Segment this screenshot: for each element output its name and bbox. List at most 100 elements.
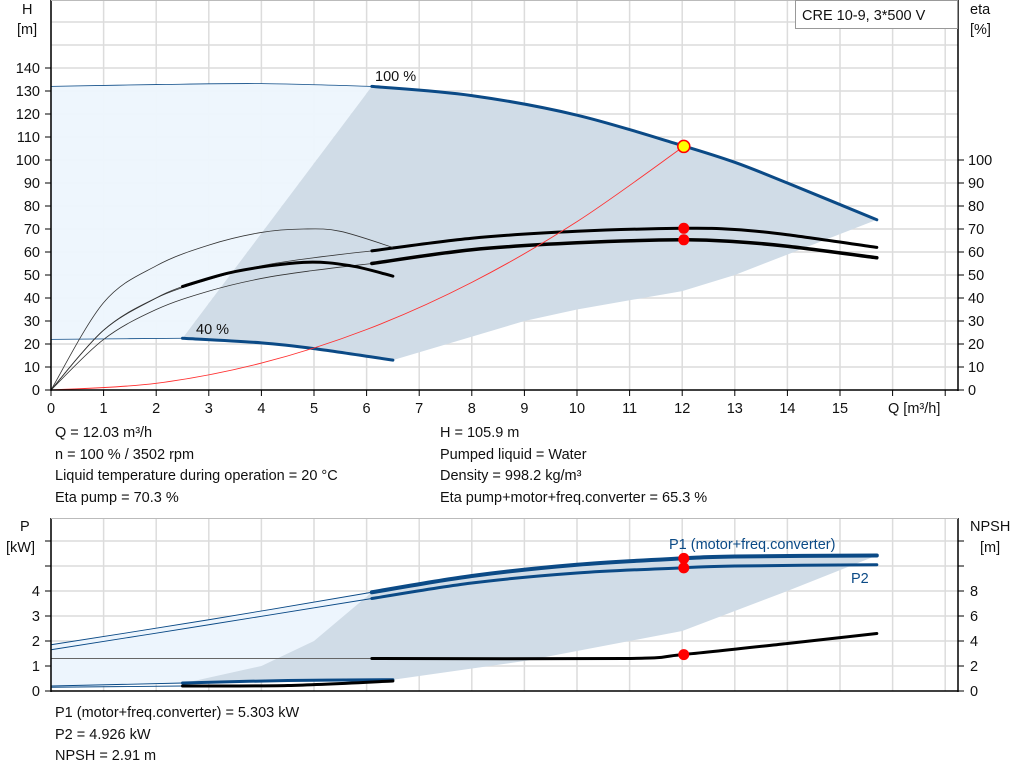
npsh-axis-label: NPSH: [970, 519, 1010, 535]
npsh-tick-label: 4: [970, 634, 978, 650]
npsh-curve: [370, 632, 879, 661]
p2-duty-marker: [678, 562, 690, 574]
eta-tick-label: 0: [968, 383, 976, 399]
h-axis-unit: [m]: [17, 22, 37, 38]
duty-point-markers: [677, 139, 691, 661]
eta_total-curve: [370, 238, 879, 266]
x-tick-label: 9: [520, 401, 528, 417]
q-axis-label: Q [m³/h]: [888, 401, 940, 417]
head_100-curve: [370, 84, 879, 222]
top-chart-curves: [50, 83, 879, 391]
p1_40-curve: [181, 678, 395, 685]
h-tick-label: 0: [32, 383, 40, 399]
bottom-chart-curves: [50, 553, 879, 688]
operating-range-region: [182, 86, 877, 361]
p1-duty-marker: [678, 552, 690, 564]
control-range-light-region: [51, 83, 372, 340]
h-tick-label: 60: [24, 245, 40, 261]
duty-point-marker: [677, 139, 691, 154]
npsh-tick-label: 8: [970, 584, 978, 600]
bottom-chart-axes: 0 1 2 3 4 0 2 4 6 8: [32, 518, 978, 700]
eta_pump_40-curve-thin: [50, 228, 394, 391]
eta_pump-curve: [370, 226, 879, 253]
eta-axis-label: eta: [970, 2, 991, 18]
p-tick-label: 2: [32, 634, 40, 650]
head_40-curve-thin: [50, 337, 183, 340]
x-tick-label: 15: [832, 401, 848, 417]
eta-pump-duty-marker: [678, 222, 690, 234]
eta-tick-label: 10: [968, 360, 984, 376]
top-chart-regions: [51, 83, 877, 361]
p-tick-label: 0: [32, 684, 40, 700]
h-tick-label: 130: [16, 84, 40, 100]
eta_total_40-curve-thin: [50, 286, 183, 391]
x-tick-label: 13: [727, 401, 743, 417]
info-temperature: Liquid temperature during operation = 20…: [55, 468, 338, 484]
p1-curve-label: P1 (motor+freq.converter): [669, 537, 835, 553]
p2-curve: [370, 563, 879, 600]
eta-tick-label: 50: [968, 268, 984, 284]
x-tick-label: 5: [310, 401, 318, 417]
info-liquid: Pumped liquid = Water: [440, 446, 587, 463]
x-tick-label: 12: [674, 401, 690, 417]
p-axis-label: P: [20, 519, 30, 535]
info-npsh: NPSH = 2.91 m: [55, 748, 157, 764]
eta-tick-label: 80: [968, 199, 984, 215]
npsh-tick-label: 6: [970, 609, 978, 625]
p2_40-curve: [181, 679, 395, 688]
h-tick-label: 120: [16, 107, 40, 123]
eta_total-curve-thin: [50, 263, 372, 391]
npsh-axis-unit: [m]: [980, 540, 1000, 556]
info-p2: P2 = 4.926 kW: [55, 726, 151, 743]
info-p1: P1 (motor+freq.converter) = 5.303 kW: [55, 705, 300, 721]
info-flow: Q = 12.03 m³/h: [55, 425, 153, 441]
top-chart-axes: 0 1 2 3 4 5 6 7 8 9 10 11 12 13 14 15010203040506070809…: [16, 0, 992, 417]
h-tick-label: 100: [16, 153, 40, 169]
h-tick-label: 90: [24, 176, 40, 192]
h-tick-label: 30: [24, 314, 40, 330]
eta_total_40-curve: [181, 260, 395, 288]
x-tick-label: 0: [47, 401, 55, 417]
p-tick-label: 4: [32, 584, 40, 600]
info-density: Density = 998.2 kg/m³: [440, 468, 582, 484]
p2-curve-thin: [50, 598, 372, 651]
h-tick-label: 80: [24, 199, 40, 215]
p1-curve-thin: [50, 591, 372, 646]
eta-axis-unit: [%]: [970, 22, 991, 38]
eta-tick-label: 70: [968, 222, 984, 238]
x-tick-label: 3: [205, 401, 213, 417]
npsh-tick-label: 0: [970, 684, 978, 700]
head_40-curve: [181, 336, 395, 362]
x-tick-label: 4: [257, 401, 265, 417]
eta-tick-label: 60: [968, 245, 984, 261]
p1_40-curve-thin: [50, 682, 183, 687]
head_100-curve-thin: [50, 83, 372, 87]
p2_40-curve-thin: [50, 685, 183, 688]
x-tick-label: 11: [622, 401, 637, 417]
x-tick-label: 10: [569, 401, 585, 417]
p-axis-unit: [kW]: [6, 540, 35, 556]
h-tick-label: 70: [24, 222, 40, 238]
eta-tick-label: 40: [968, 291, 984, 307]
eta-tick-label: 90: [968, 176, 984, 192]
x-tick-label: 7: [415, 401, 423, 417]
x-tick-label: 14: [779, 401, 795, 417]
info-top-left: Q = 12.03 m³/h n = 100 % / 3502 rpm Liqu…: [55, 423, 338, 509]
title-box: [795, 0, 958, 29]
npsh-tick-label: 2: [970, 659, 978, 675]
h-axis-label: H: [22, 2, 32, 18]
info-head: H = 105.9 m: [440, 425, 520, 441]
h-tick-label: 40: [24, 291, 40, 307]
operating-range-region: [182, 555, 877, 684]
info-eta-pump: Eta pump = 70.3 %: [55, 489, 179, 506]
system-curve: [50, 146, 685, 391]
h-tick-label: 20: [24, 337, 40, 353]
h-tick-label: 50: [24, 268, 40, 284]
h-tick-label: 10: [24, 360, 40, 376]
x-tick-label: 1: [100, 401, 108, 417]
eta-tick-label: 100: [968, 153, 992, 169]
eta-total-duty-marker: [678, 234, 690, 246]
h-tick-label: 140: [16, 61, 40, 77]
x-tick-label: 6: [363, 401, 371, 417]
